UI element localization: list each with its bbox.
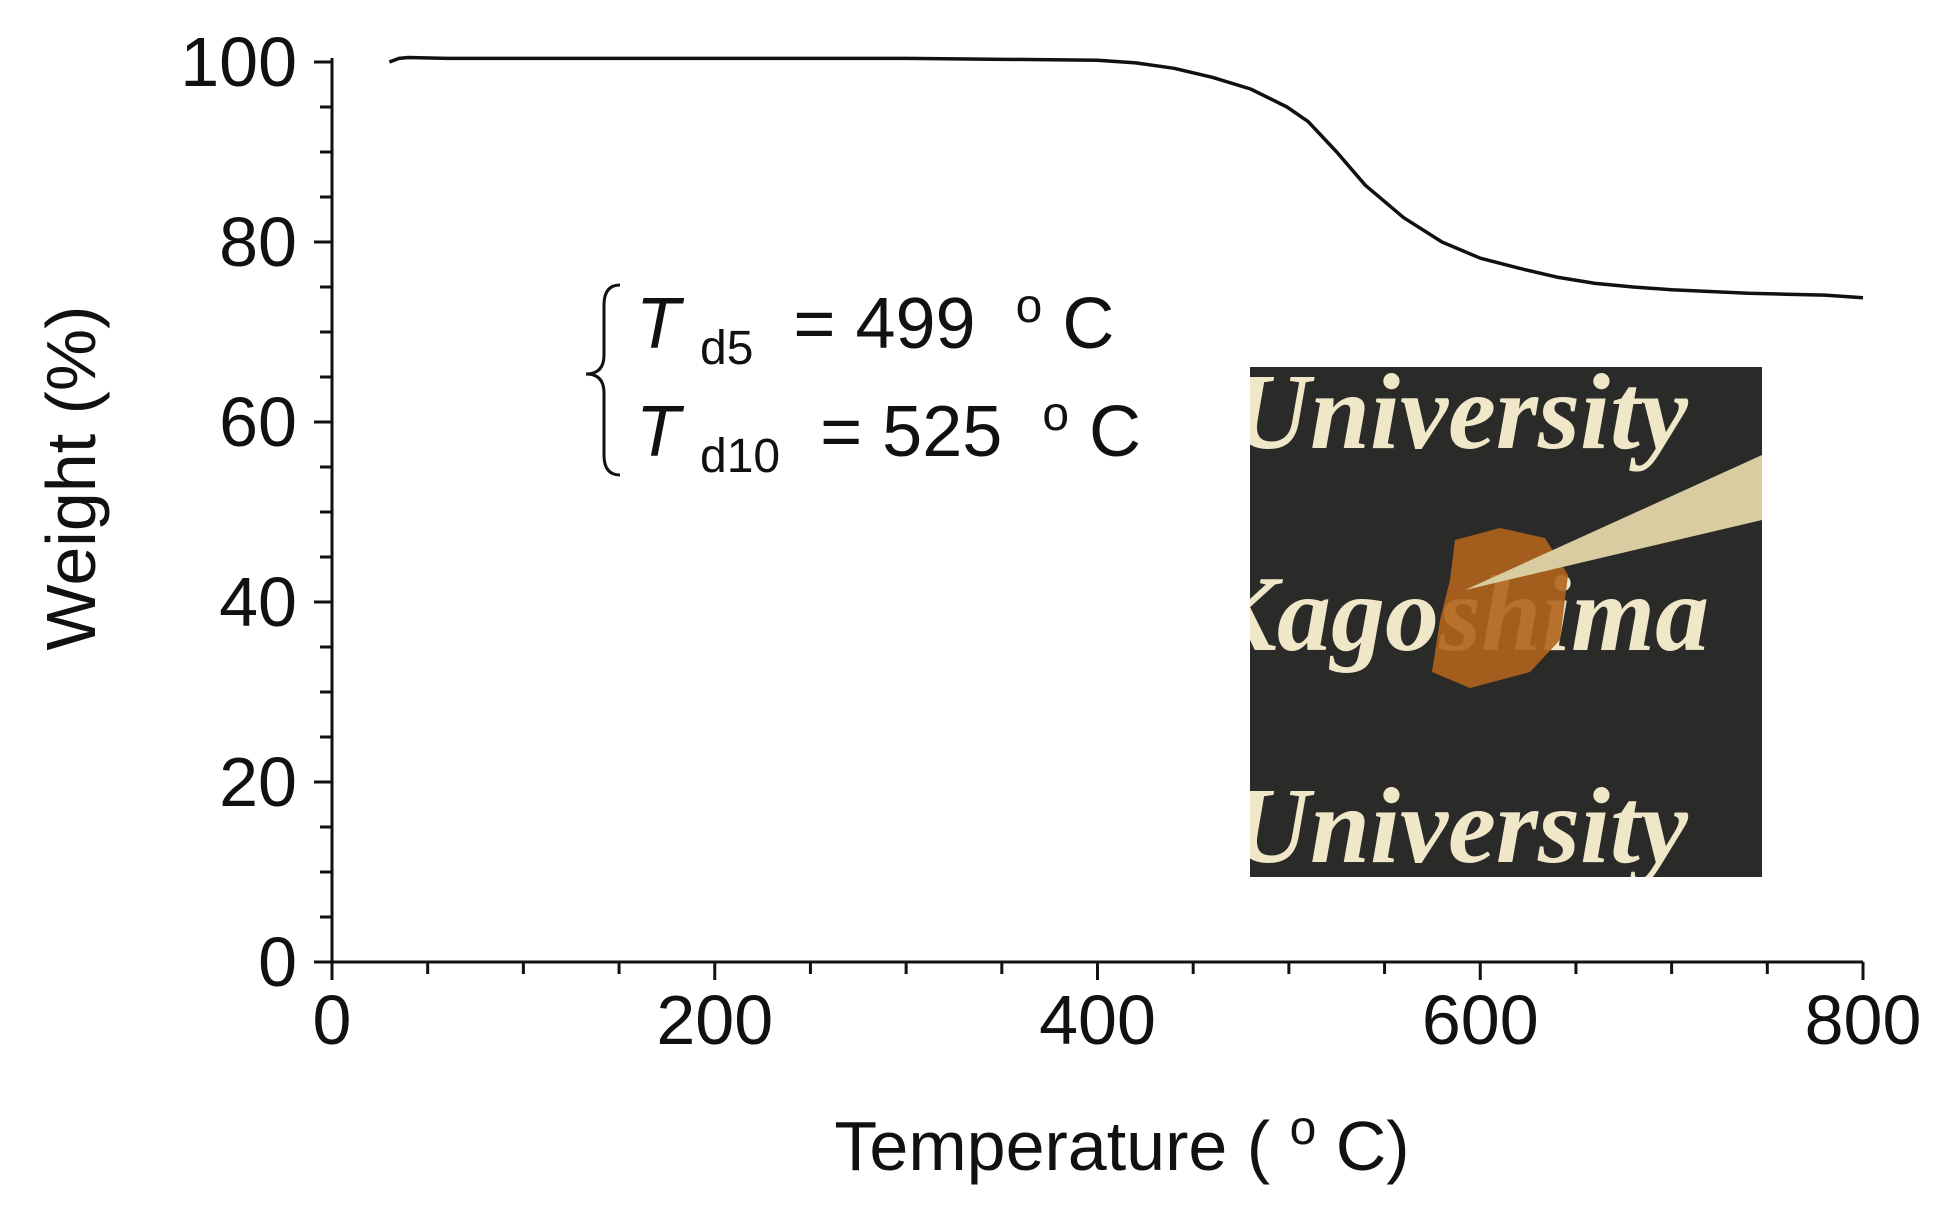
y-tick-label: 0 (258, 923, 297, 1001)
series (388, 55, 1864, 300)
x-tick-label: 800 (1805, 981, 1922, 1059)
td5-sup: o (1016, 280, 1043, 333)
y-tick-label: 40 (219, 563, 297, 641)
tick-labels: 0 200 400 600 800 0 20 40 60 80 100 (180, 23, 1921, 1059)
td10-unit: C (1089, 392, 1141, 472)
ticks (314, 60, 1865, 980)
y-tick-label: 80 (219, 203, 297, 281)
td5-sub: d5 (700, 322, 753, 375)
td5-text: = 499 (773, 284, 995, 364)
series-line-0 (388, 55, 1864, 300)
x-tick-label: 600 (1422, 981, 1539, 1059)
td5-unit: C (1062, 284, 1114, 364)
x-tick-label: 400 (1039, 981, 1156, 1059)
x-tick-label: 0 (313, 981, 352, 1059)
y-tick-label: 20 (219, 743, 297, 821)
x-axis-title-main: Temperature ( (834, 1107, 1270, 1185)
x-tick-label: 200 (656, 981, 773, 1059)
y-tick-label: 60 (219, 383, 297, 461)
y-axis-title: Weight (%) (32, 306, 110, 651)
annotation-brace (585, 283, 621, 477)
annotation-td5: T d5 = 499 o C (636, 258, 1114, 380)
tweezers (1465, 455, 1762, 590)
svg-text:University: University (1232, 353, 1689, 472)
x-axis-title-sup: o (1290, 1102, 1317, 1155)
x-axis-title: Temperature ( o C) (834, 1081, 1409, 1185)
td10-sup: o (1042, 388, 1069, 441)
td10-sub: d10 (700, 430, 780, 483)
annotation-td10: T d10 = 525 o C (636, 366, 1141, 488)
td5-symbol: T (636, 284, 685, 364)
y-tick-label: 100 (180, 23, 297, 101)
x-axis-title-end: C) (1336, 1107, 1410, 1185)
inset-lettering: University Kagoshima University (1232, 353, 1709, 886)
td10-symbol: T (636, 392, 685, 472)
inset-photo: University Kagoshima University (1232, 353, 1762, 886)
svg-text:University: University (1232, 767, 1689, 886)
td10-text: = 525 (800, 392, 1022, 472)
